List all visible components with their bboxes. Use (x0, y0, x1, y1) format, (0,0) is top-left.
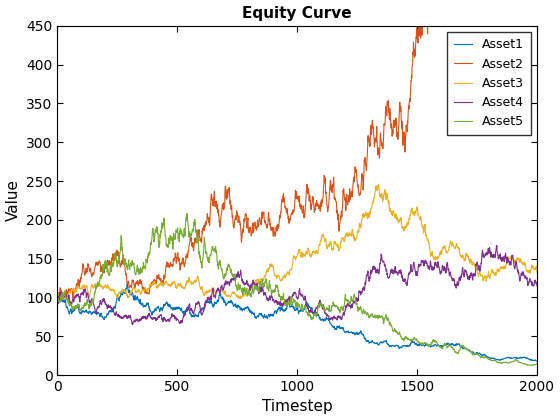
Asset4 (232, 277, 239, 282)
Asset4 (129, 323, 136, 328)
Title: Equity Curve: Equity Curve (242, 5, 352, 21)
Asset5 (184, 211, 190, 216)
Asset1 (97, 314, 104, 319)
Asset3 (375, 182, 382, 187)
Asset5 (80, 306, 87, 311)
Asset4 (343, 304, 349, 309)
Asset1 (80, 310, 87, 315)
Asset4 (65, 297, 72, 302)
Asset4 (80, 293, 87, 298)
Asset1 (533, 359, 540, 364)
Asset5 (449, 345, 456, 350)
Asset1 (65, 308, 72, 313)
Asset2 (343, 208, 349, 213)
Asset1 (232, 303, 239, 308)
Asset2 (232, 215, 239, 220)
Asset4 (97, 299, 104, 304)
Line: Asset1: Asset1 (57, 284, 537, 361)
Asset5 (232, 283, 239, 288)
Asset4 (54, 295, 60, 300)
Asset5 (97, 275, 104, 280)
Asset5 (534, 362, 540, 367)
Asset3 (449, 240, 456, 245)
Asset1 (54, 295, 60, 300)
X-axis label: Timestep: Timestep (262, 399, 333, 415)
Asset3 (97, 283, 104, 288)
Asset3 (54, 295, 60, 300)
Line: Asset3: Asset3 (57, 185, 537, 299)
Asset1 (343, 329, 349, 334)
Asset5 (343, 297, 349, 302)
Asset5 (54, 295, 60, 300)
Asset1 (449, 341, 456, 346)
Asset3 (232, 292, 239, 297)
Y-axis label: Value: Value (6, 179, 21, 221)
Asset2 (97, 261, 104, 266)
Line: Asset2: Asset2 (57, 0, 537, 300)
Asset3 (534, 270, 540, 275)
Line: Asset4: Asset4 (57, 246, 537, 325)
Asset4 (534, 284, 540, 289)
Asset3 (343, 232, 349, 237)
Asset3 (60, 297, 67, 302)
Asset5 (65, 297, 72, 302)
Asset2 (54, 297, 61, 302)
Asset3 (65, 291, 72, 297)
Asset5 (528, 363, 535, 368)
Asset2 (80, 263, 87, 268)
Asset1 (124, 282, 130, 287)
Legend: Asset1, Asset2, Asset3, Asset4, Asset5: Asset1, Asset2, Asset3, Asset4, Asset5 (447, 32, 531, 135)
Asset3 (80, 284, 87, 289)
Asset2 (54, 295, 60, 300)
Asset4 (493, 243, 500, 248)
Asset4 (449, 278, 456, 283)
Asset1 (534, 359, 540, 364)
Line: Asset5: Asset5 (57, 213, 537, 365)
Asset2 (65, 289, 72, 294)
